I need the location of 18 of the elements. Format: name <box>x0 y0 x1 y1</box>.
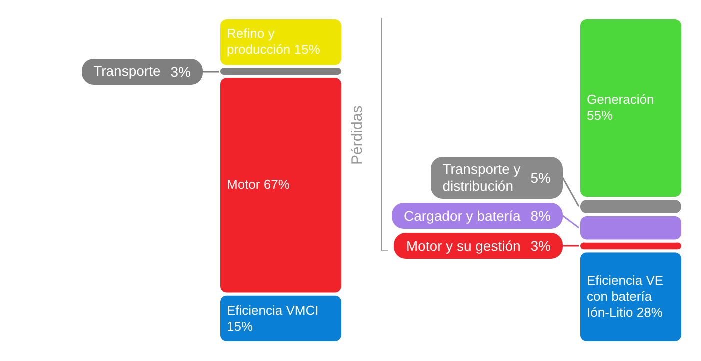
text: Cargador y batería <box>404 208 521 225</box>
series-label: Motor <box>227 177 260 192</box>
data-label: 67% <box>264 177 290 192</box>
text: Transporte <box>94 63 161 80</box>
text: Pérdidas <box>349 105 366 165</box>
text: Motor y su gestión <box>406 238 521 255</box>
data-label: 15% <box>294 42 320 58</box>
data-label: 15% <box>227 318 254 334</box>
series-label: Eficiencia VMCI <box>227 302 319 318</box>
data-label: 28% <box>636 305 663 320</box>
data-label: 3% <box>170 64 191 80</box>
data-label: 8% <box>530 208 551 224</box>
data-label: 55% <box>587 108 614 124</box>
data-label: 3% <box>530 238 551 254</box>
text: Transporte y distribución <box>442 161 521 196</box>
series-label: Refino y producción <box>227 26 291 58</box>
data-label: 5% <box>530 170 551 186</box>
series-label: Generación <box>587 92 654 108</box>
